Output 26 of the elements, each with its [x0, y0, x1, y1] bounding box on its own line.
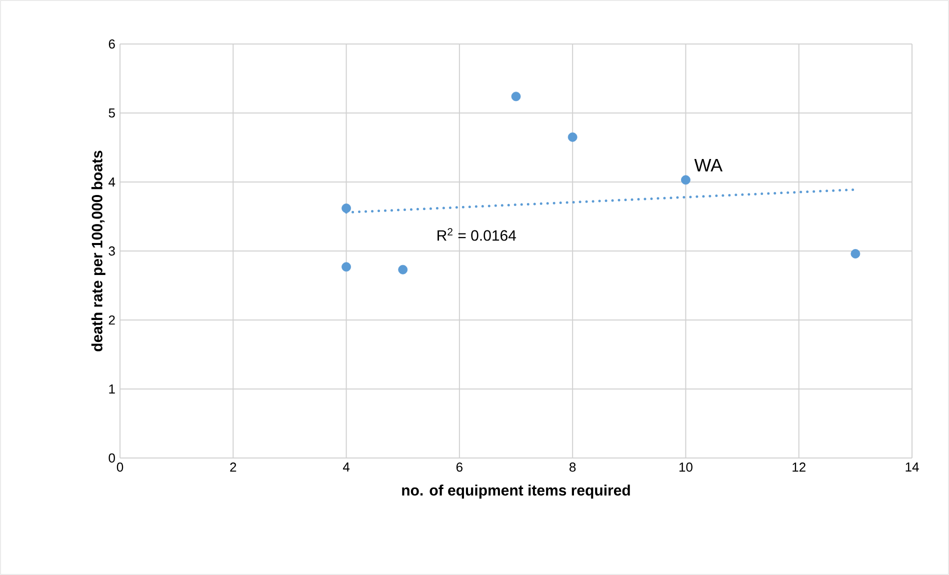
x-tick-label: 0 [116, 462, 124, 472]
x-tick-label: 14 [906, 462, 919, 472]
point [850, 249, 860, 258]
x-tick-label: 2 [230, 462, 236, 472]
x-axis-title: no. of equipment items required [402, 484, 630, 499]
x-tick-label: 12 [792, 462, 806, 472]
y-tick-label: 3 [108, 246, 115, 256]
x-tick-label: 8 [570, 462, 576, 472]
y-tick-label: 1 [109, 384, 115, 394]
point [511, 92, 521, 102]
point [342, 262, 351, 272]
point [681, 175, 690, 185]
annotation: WA [694, 159, 723, 172]
point [342, 204, 351, 213]
x-tick-label: 6 [456, 462, 462, 472]
point [568, 132, 578, 142]
y-tick-label: 0 [108, 453, 115, 463]
x-tick-label: 10 [679, 462, 692, 472]
point [398, 264, 408, 274]
y-tick-label: 5 [108, 108, 115, 118]
annotation: R$^{2}$ = 0.0164 [438, 228, 516, 241]
x-tick-label: 4 [342, 462, 350, 472]
y-tick-label: 6 [108, 39, 115, 49]
y-tick-label: 4 [108, 178, 116, 186]
y-axis-title: death rate per 100,000 boats [91, 150, 106, 352]
y-tick-label: 2 [108, 315, 115, 325]
